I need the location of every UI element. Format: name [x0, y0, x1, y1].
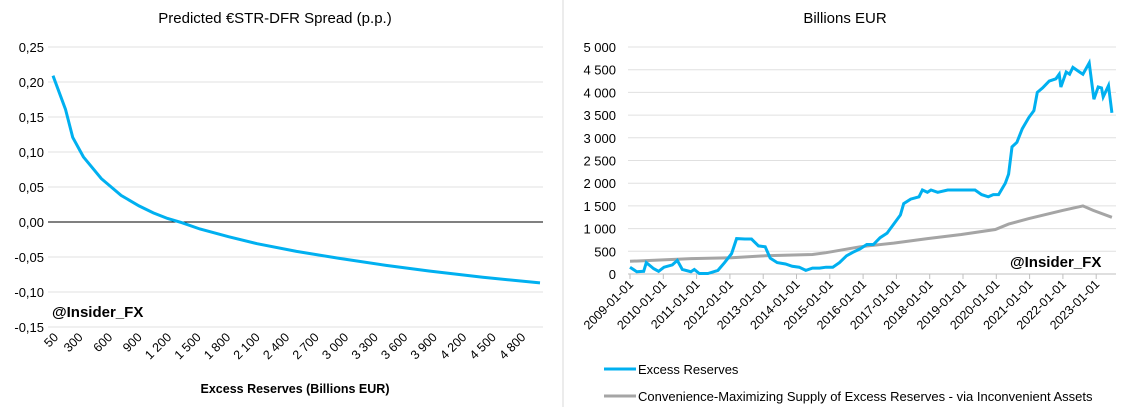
y-tick-label: 4 500 [583, 63, 616, 78]
y-tick-label: 0,25 [19, 40, 44, 55]
x-tick-label: 1 500 [172, 330, 204, 362]
y-tick-label: -0,15 [14, 320, 44, 335]
x-tick-label: 4 500 [467, 330, 499, 362]
y-tick-label: 1 000 [583, 222, 616, 237]
legend-label-excess-reserves: Excess Reserves [638, 362, 739, 377]
spread-series-line [51, 75, 541, 285]
y-tick-label: 2 500 [583, 154, 616, 169]
reserves-chart: Billions EUR 0 500 1 000 1 500 2 000 2 500 3 0… [581, 10, 1116, 404]
y-tick-label: -0,10 [14, 285, 44, 300]
y-tick-label: 3 000 [583, 131, 616, 146]
x-axis-title: Excess Reserves (Billions EUR) [201, 382, 390, 396]
y-tick-label: 2 000 [583, 176, 616, 191]
y-tick-label: 0,10 [19, 145, 44, 160]
y-tick-label: 0,00 [19, 215, 44, 230]
legend-label-convenience-supply: Convenience-Maximizing Supply of Excess … [638, 389, 1093, 404]
x-tick-label: 900 [120, 330, 145, 355]
x-tick-label: 600 [91, 330, 116, 355]
x-tick-label: 50 [41, 330, 61, 350]
y-tick-label: 0,05 [19, 180, 44, 195]
y-tick-label: 500 [594, 244, 616, 259]
y-tick-label: 5 000 [583, 40, 616, 55]
y-tick-label: 0 [609, 267, 616, 282]
x-tick-label: 300 [61, 330, 86, 355]
y-tick-label: 0,20 [19, 75, 44, 90]
x-tick-label: 3 900 [408, 330, 440, 362]
chart-title: Billions EUR [803, 10, 887, 27]
spread-chart: Predicted €STR-DFR Spread (p.p.) 0,25 0,2… [14, 10, 543, 396]
x-tick-label: 4 800 [496, 330, 528, 362]
convenience-supply-series-line [629, 204, 1113, 263]
x-tick-label: 3 600 [378, 330, 410, 362]
y-tick-label: 4 000 [583, 85, 616, 100]
watermark: @Insider_FX [1010, 254, 1101, 271]
y-tick-label: 3 500 [583, 108, 616, 123]
x-tick-label: 3 000 [319, 330, 351, 362]
legend: Excess Reserves Convenience-Maximizing S… [604, 362, 1093, 404]
y-tick-label: 1 500 [583, 199, 616, 214]
x-tick-label: 3 300 [349, 330, 381, 362]
chart-title: Predicted €STR-DFR Spread (p.p.) [158, 10, 391, 27]
y-tick-label: -0,05 [14, 250, 44, 265]
x-tick-label: 1 200 [142, 330, 174, 362]
x-tick-label: 1 800 [201, 330, 233, 362]
x-tick-label: 2 700 [290, 330, 322, 362]
x-tick-label: 4 200 [437, 330, 469, 362]
watermark: @Insider_FX [52, 304, 143, 321]
excess-reserves-series-line [629, 58, 1114, 275]
x-tick-label: 2 400 [260, 330, 292, 362]
y-tick-label: 0,15 [19, 110, 44, 125]
x-tick-label: 2 100 [231, 330, 263, 362]
